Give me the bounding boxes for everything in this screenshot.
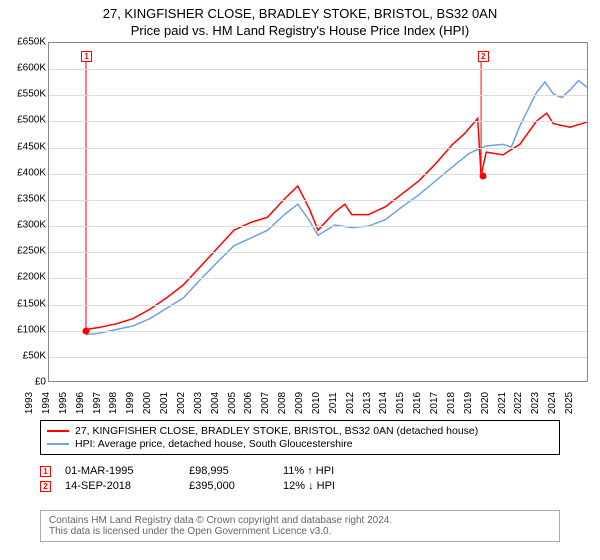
sale-row: 1 01-MAR-1995 £98,995 11% ↑ HPI: [40, 465, 560, 477]
sale-point-dot: [83, 328, 90, 335]
plot-region: 12: [48, 42, 588, 382]
x-axis-label: 2015: [395, 388, 413, 418]
x-axis-label: 1995: [58, 388, 76, 418]
x-axis-label: 2005: [227, 388, 245, 418]
y-axis-label: £500K: [6, 115, 46, 126]
sale-marker-flag: 2: [478, 51, 489, 62]
y-axis-label: £300K: [6, 220, 46, 231]
x-axis-label: 2019: [463, 388, 481, 418]
legend-swatch-property: [47, 430, 69, 432]
x-axis-label: 2000: [142, 388, 160, 418]
x-axis-label: 2020: [480, 388, 498, 418]
y-axis-label: £400K: [6, 167, 46, 178]
x-axis-label: 2009: [294, 388, 312, 418]
y-axis-label: £650K: [6, 37, 46, 48]
sale-hpi-delta: 11% ↑ HPI: [283, 465, 383, 477]
chart-area: 12 1993199419951996199719981999200020012…: [0, 42, 600, 412]
x-axis-label: 2001: [159, 388, 177, 418]
x-axis-label: 1999: [125, 388, 143, 418]
x-axis-label: 1994: [41, 388, 59, 418]
sale-date: 14-SEP-2018: [65, 480, 175, 492]
legend-label-hpi: HPI: Average price, detached house, Sout…: [75, 438, 353, 450]
y-axis-label: £350K: [6, 193, 46, 204]
x-axis-label: 2010: [311, 388, 329, 418]
x-axis-label: 2021: [497, 388, 515, 418]
sale-marker-icon: 2: [40, 481, 51, 492]
x-axis-label: 1998: [108, 388, 126, 418]
y-axis-label: £600K: [6, 63, 46, 74]
sale-hpi-delta: 12% ↓ HPI: [283, 480, 383, 492]
x-axis-label: 2012: [345, 388, 363, 418]
x-axis-label: 2008: [277, 388, 295, 418]
sale-row: 2 14-SEP-2018 £395,000 12% ↓ HPI: [40, 480, 560, 492]
x-axis-label: 2024: [547, 388, 565, 418]
attribution-footer: Contains HM Land Registry data © Crown c…: [40, 510, 560, 542]
y-axis-label: £200K: [6, 272, 46, 283]
y-axis-label: £550K: [6, 89, 46, 100]
footer-line2: This data is licensed under the Open Gov…: [49, 526, 551, 537]
chart-subtitle: Price paid vs. HM Land Registry's House …: [0, 23, 600, 38]
x-axis-label: 2013: [362, 388, 380, 418]
x-axis-label: 1996: [75, 388, 93, 418]
legend-swatch-hpi: [47, 443, 69, 445]
x-axis-label: 2004: [210, 388, 228, 418]
x-axis-label: 1993: [24, 388, 42, 418]
sale-date: 01-MAR-1995: [65, 465, 175, 477]
x-axis-label: 2014: [378, 388, 396, 418]
y-axis-label: £250K: [6, 246, 46, 257]
sale-price: £395,000: [189, 480, 269, 492]
sale-marker-flag: 1: [81, 51, 92, 62]
x-axis-label: 2011: [328, 388, 346, 418]
legend-label-property: 27, KINGFISHER CLOSE, BRADLEY STOKE, BRI…: [75, 425, 478, 437]
y-axis-label: £50K: [6, 350, 46, 361]
x-axis-label: 2003: [193, 388, 211, 418]
x-axis-label: 1997: [92, 388, 110, 418]
x-axis-label: 2006: [243, 388, 261, 418]
legend-item-property: 27, KINGFISHER CLOSE, BRADLEY STOKE, BRI…: [47, 425, 553, 437]
sale-price: £98,995: [189, 465, 269, 477]
y-axis-label: £150K: [6, 298, 46, 309]
y-axis-label: £100K: [6, 324, 46, 335]
x-axis-label: 2022: [513, 388, 531, 418]
x-axis-label: 2002: [176, 388, 194, 418]
sale-marker-icon: 1: [40, 466, 51, 477]
x-axis-label: 2007: [260, 388, 278, 418]
legend-item-hpi: HPI: Average price, detached house, Sout…: [47, 438, 553, 450]
x-axis-label: 2025: [564, 388, 582, 418]
x-axis-label: 2018: [446, 388, 464, 418]
y-axis-label: £0: [6, 377, 46, 388]
chart-title-address: 27, KINGFISHER CLOSE, BRADLEY STOKE, BRI…: [0, 6, 600, 21]
y-axis-label: £450K: [6, 141, 46, 152]
footer-line1: Contains HM Land Registry data © Crown c…: [49, 515, 551, 526]
x-axis-label: 2017: [429, 388, 447, 418]
x-axis-label: 2023: [530, 388, 548, 418]
legend: 27, KINGFISHER CLOSE, BRADLEY STOKE, BRI…: [40, 420, 560, 455]
sales-table: 1 01-MAR-1995 £98,995 11% ↑ HPI 2 14-SEP…: [40, 462, 560, 495]
sale-point-dot: [479, 173, 486, 180]
x-axis-label: 2016: [412, 388, 430, 418]
